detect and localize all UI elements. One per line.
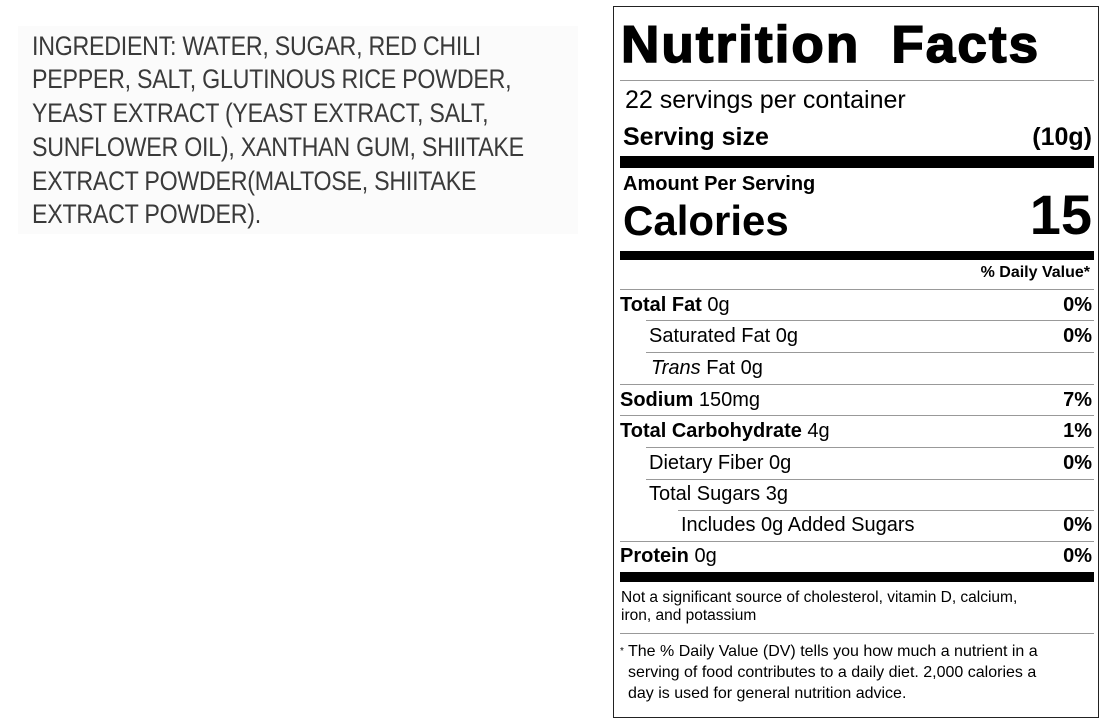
- ingredients-line: EXTRACT POWDER(MALTOSE, SHIITAKE: [32, 166, 477, 196]
- nutrient-row-dietary-fiber: Dietary Fiber 0g 0%: [620, 448, 1092, 478]
- servings-per-container: 22 servings per container: [625, 86, 906, 114]
- nutrition-facts-label: Nutrition Facts 22 servings per containe…: [613, 6, 1099, 718]
- footnote-line: day is used for general nutrition advice…: [628, 685, 907, 702]
- divider: [646, 447, 1094, 448]
- nutrient-row-sodium: Sodium 150mg 7%: [620, 385, 1092, 415]
- nutrient-row-total-sugars: Total Sugars 3g: [620, 479, 1092, 509]
- calories-value: 15: [1029, 183, 1092, 246]
- nutrient-dv: 0%: [1063, 294, 1092, 316]
- divider: [620, 289, 1094, 290]
- daily-value-header: % Daily Value*: [980, 264, 1090, 281]
- nutrient-amount: 0g: [688, 545, 717, 567]
- serving-size-label: Serving size: [623, 123, 769, 151]
- divider: [620, 541, 1094, 542]
- divider: [646, 479, 1094, 480]
- nutrient-amount: Fat 0g: [700, 357, 763, 379]
- thick-divider: [620, 156, 1094, 168]
- nutrition-title: Nutrition Facts: [620, 15, 1041, 75]
- nutrient-label: Total Carbohydrate: [620, 420, 802, 442]
- serving-size-value: (10g): [1032, 123, 1092, 151]
- ingredients-line: PEPPER, SALT, GLUTINOUS RICE POWDER,: [32, 64, 512, 94]
- nutrient-dv: 0%: [1063, 514, 1092, 536]
- nutrient-amount: 0g: [701, 294, 730, 316]
- daily-value-footnote: The % Daily Value (DV) tells you how muc…: [628, 641, 1038, 704]
- ingredients-line: EXTRACT POWDER).: [32, 199, 261, 229]
- nutrient-amount: 4g: [801, 420, 830, 442]
- nutrient-row-saturated-fat: Saturated Fat 0g 0%: [620, 321, 1092, 351]
- divider: [620, 415, 1094, 416]
- nutrient-dv: 0%: [1063, 452, 1092, 474]
- nutrient-row-protein: Protein 0g 0%: [620, 541, 1092, 571]
- ingredients-panel: INGREDIENT: WATER, SUGAR, RED CHILI PEPP…: [18, 26, 578, 234]
- footnote-line: The % Daily Value (DV) tells you how muc…: [628, 643, 1038, 660]
- ingredients-line: YEAST EXTRACT (YEAST EXTRACT, SALT,: [32, 98, 489, 128]
- footnote-star: *: [620, 646, 624, 657]
- divider: [620, 633, 1094, 634]
- divider: [646, 320, 1094, 321]
- ingredients-line: SUNFLOWER OIL), XANTHAN GUM, SHIITAKE: [32, 132, 524, 162]
- nutrient-dv: 7%: [1063, 389, 1092, 411]
- not-significant-note: Not a significant source of cholesterol,…: [621, 589, 1017, 625]
- nutrient-label: Includes 0g Added Sugars: [681, 514, 915, 536]
- nutrient-row-total-fat: Total Fat 0g 0%: [620, 290, 1092, 320]
- note-line: Not a significant source of cholesterol,…: [621, 589, 1018, 606]
- divider: [646, 352, 1094, 353]
- note-line: iron, and potassium: [621, 607, 757, 624]
- footnote-line: serving of food contributes to a daily d…: [628, 664, 1037, 681]
- nutrient-label: Protein: [620, 545, 689, 567]
- nutrient-label: Sodium: [620, 389, 694, 411]
- nutrient-label: Total Fat: [620, 294, 702, 316]
- divider: [620, 80, 1094, 81]
- thick-divider: [620, 572, 1094, 582]
- nutrient-label: Trans: [651, 357, 701, 379]
- nutrient-label: Total Sugars 3g: [649, 483, 788, 505]
- divider: [678, 510, 1094, 511]
- ingredients-line: INGREDIENT: WATER, SUGAR, RED CHILI: [32, 31, 481, 61]
- nutrient-amount: 150mg: [693, 389, 761, 411]
- divider: [620, 384, 1094, 385]
- nutrient-row-added-sugars: Includes 0g Added Sugars 0%: [620, 510, 1092, 540]
- calories-label: Calories: [623, 197, 789, 244]
- nutrient-dv: 1%: [1063, 420, 1092, 442]
- nutrient-label: Dietary Fiber 0g: [649, 452, 792, 474]
- thick-divider: [620, 251, 1094, 260]
- nutrient-dv: 0%: [1063, 545, 1092, 567]
- nutrient-dv: 0%: [1063, 325, 1092, 347]
- nutrient-row-trans-fat: Trans Fat 0g: [620, 353, 1092, 383]
- nutrient-label: Saturated Fat 0g: [649, 325, 798, 347]
- amount-per-serving: Amount Per Serving: [623, 173, 816, 195]
- nutrient-row-total-carbohydrate: Total Carbohydrate 4g 1%: [620, 416, 1092, 446]
